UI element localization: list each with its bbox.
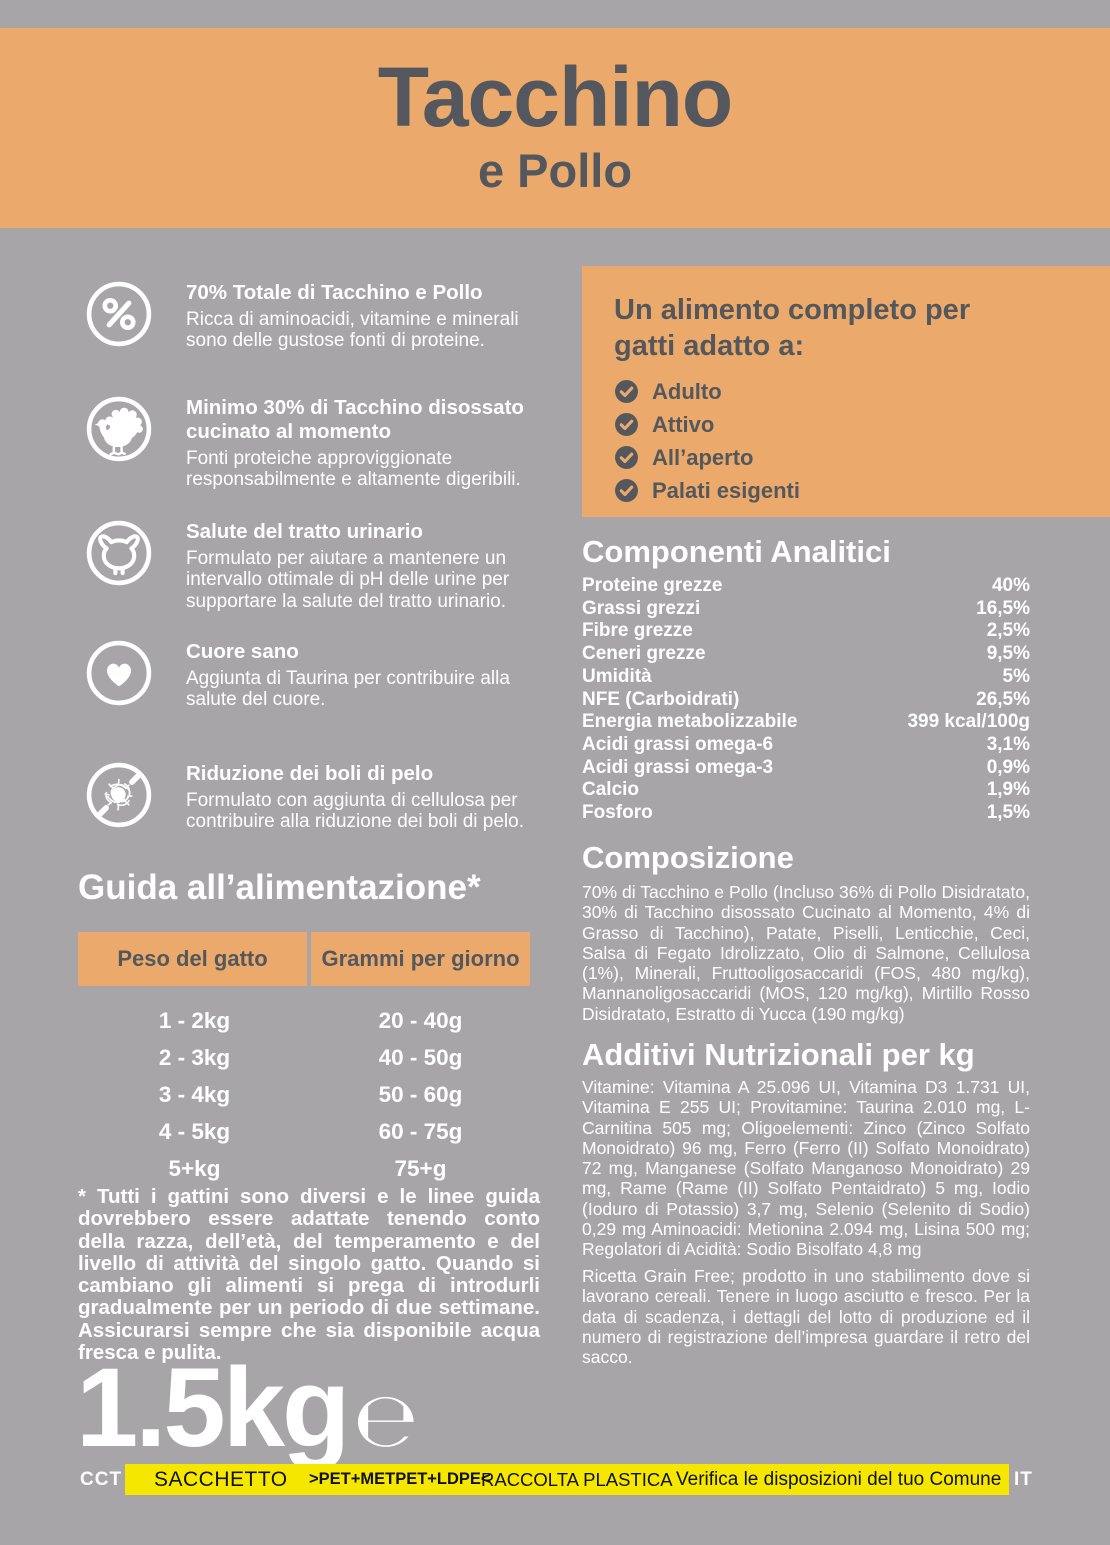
hairball-icon [86, 762, 152, 828]
composition-body: 70% di Tacchino e Pollo (Incluso 36% di … [582, 882, 1030, 1024]
estimated-sign: ℮ [353, 1375, 419, 1464]
analytics-row: Proteine grezze 40% [582, 575, 1030, 596]
feeding-guide-row: 2 - 3kg 40 - 50g [158, 1044, 463, 1070]
feeding-guide-row: 4 - 5kg 60 - 75g [158, 1118, 463, 1144]
check-circle-icon [615, 479, 638, 502]
additives-body: Vitamine: Vitamina A 25.096 UI, Vitamina… [582, 1077, 1030, 1260]
feature-protein-total: 70% Totale di Tacchino e Pollo Ricca di … [80, 281, 550, 352]
feeding-guide-title: Guida all’alimentazione* [78, 868, 481, 907]
header-banner: Tacchino e Pollo [0, 28, 1110, 228]
feature-hairball-reduction: Riduzione dei boli di pelo Formulato con… [80, 762, 550, 833]
country-code-left: CCT [80, 1469, 123, 1490]
check-circle-icon [615, 446, 638, 469]
suitability-panel: Un alimento completo per gatti adatto a:… [582, 266, 1110, 517]
check-circle-icon [615, 413, 638, 436]
heart-icon [86, 640, 152, 706]
feeding-guide-table: Peso del gatto Grammi per giorno 1 - 2kg… [78, 932, 530, 1187]
suitability-item: Attivo [614, 412, 1110, 438]
country-code-right: IT [1014, 1469, 1033, 1490]
analytics-row: NFE (Carboidrati) 26,5% [582, 688, 1030, 710]
turkey-icon [86, 396, 152, 462]
suitability-item: Adulto [614, 379, 1110, 405]
recycling-material-code: >PET+METPET+LDPE< [309, 1470, 491, 1488]
feeding-note: * Tutti i gattini sono diversi e le line… [78, 1185, 540, 1365]
feeding-guide-row: 3 - 4kg 50 - 60g [158, 1081, 463, 1107]
analytics-title: Componenti Analitici [582, 534, 891, 569]
feature-title: Salute del tratto urinario [186, 520, 423, 543]
recycling-container: SACCHETTO [154, 1468, 288, 1491]
analytics-row: Grassi grezzi 16,5% [582, 597, 1030, 619]
recycling-note: Verifica le disposizioni del tuo Comune [676, 1469, 1002, 1490]
feature-title: 70% Totale di Tacchino e Pollo [186, 281, 483, 304]
feeding-guide-header: Peso del gatto Grammi per giorno [78, 932, 530, 986]
feature-body: Aggiunta di Taurina per contribuire alla… [186, 667, 510, 711]
net-weight-value: 1.5kg [76, 1345, 350, 1470]
feature-title: Riduzione dei boli di pelo [186, 762, 434, 785]
feature-urinary-health: Salute del tratto urinario Formulato per… [80, 520, 550, 612]
product-subtitle: e Pollo [477, 144, 633, 197]
recycling-bar: SACCHETTO >PET+METPET+LDPE< RACCOLTA PLA… [125, 1464, 1009, 1495]
feature-body: Formulato per aiutare a mantenere un int… [186, 547, 510, 612]
feature-fresh-turkey: Minimo 30% di Tacchino disossato cucinat… [80, 396, 550, 491]
analytics-row: Ceneri grezze 9,5% [582, 643, 1030, 665]
suitability-label: Palati esigenti [652, 477, 800, 503]
column-header-grams: Grammi per giorno [311, 932, 530, 986]
analytics-table: Proteine grezze 40% Grassi grezzi 16,5% Fi… [582, 575, 1030, 825]
check-circle-icon [615, 380, 638, 403]
analytics-row: Fosforo 1,5% [582, 802, 1030, 824]
net-weight: 1.5kg℮ [76, 1352, 419, 1465]
feature-body: Formulato con aggiunta di cellulosa per … [186, 789, 524, 833]
feeding-guide-row: 5+kg 75+g [168, 1155, 447, 1181]
analytics-row: Umidità 5% [582, 665, 1030, 687]
additives-title: Additivi Nutrizionali per kg [582, 1037, 975, 1072]
suitability-title: Un alimento completo per gatti adatto a: [614, 294, 971, 363]
suitability-item: All’aperto [614, 445, 1110, 471]
suitability-label: Adulto [652, 378, 722, 404]
column-header-weight: Peso del gatto [78, 932, 307, 986]
percent-icon [86, 281, 152, 347]
feature-body: Ricca di aminoacidi, vitamine e minerali… [186, 308, 519, 352]
analytics-row: Calcio 1,9% [582, 779, 1030, 801]
suitability-label: All’aperto [652, 444, 754, 470]
product-title: Tacchino [377, 50, 734, 144]
feature-title: Cuore sano [186, 640, 299, 663]
feature-body: Fonti proteiche approviggionate responsa… [186, 447, 521, 491]
recycling-collection: RACCOLTA PLASTICA [481, 1469, 673, 1490]
analytics-row: Energia metabolizzabile 399 kcal/100g [582, 711, 1030, 733]
bladder-icon [86, 520, 152, 586]
analytics-row: Acidi grassi omega-6 3,1% [582, 733, 1030, 755]
feature-heart-health: Cuore sano Aggiunta di Taurina per contr… [80, 640, 550, 711]
feature-title: Minimo 30% di Tacchino disossato cucinat… [186, 396, 524, 443]
suitability-item: Palati esigenti [614, 478, 1110, 504]
analytics-row: Fibre grezze 2,5% [582, 620, 1030, 642]
analytics-row: Acidi grassi omega-3 0,9% [582, 756, 1030, 778]
storage-note: Ricetta Grain Free; prodotto in uno stab… [582, 1266, 1030, 1368]
suitability-label: Attivo [652, 411, 715, 437]
feeding-guide-row: 1 - 2kg 20 - 40g [158, 1007, 463, 1033]
composition-title: Composizione [582, 840, 794, 875]
